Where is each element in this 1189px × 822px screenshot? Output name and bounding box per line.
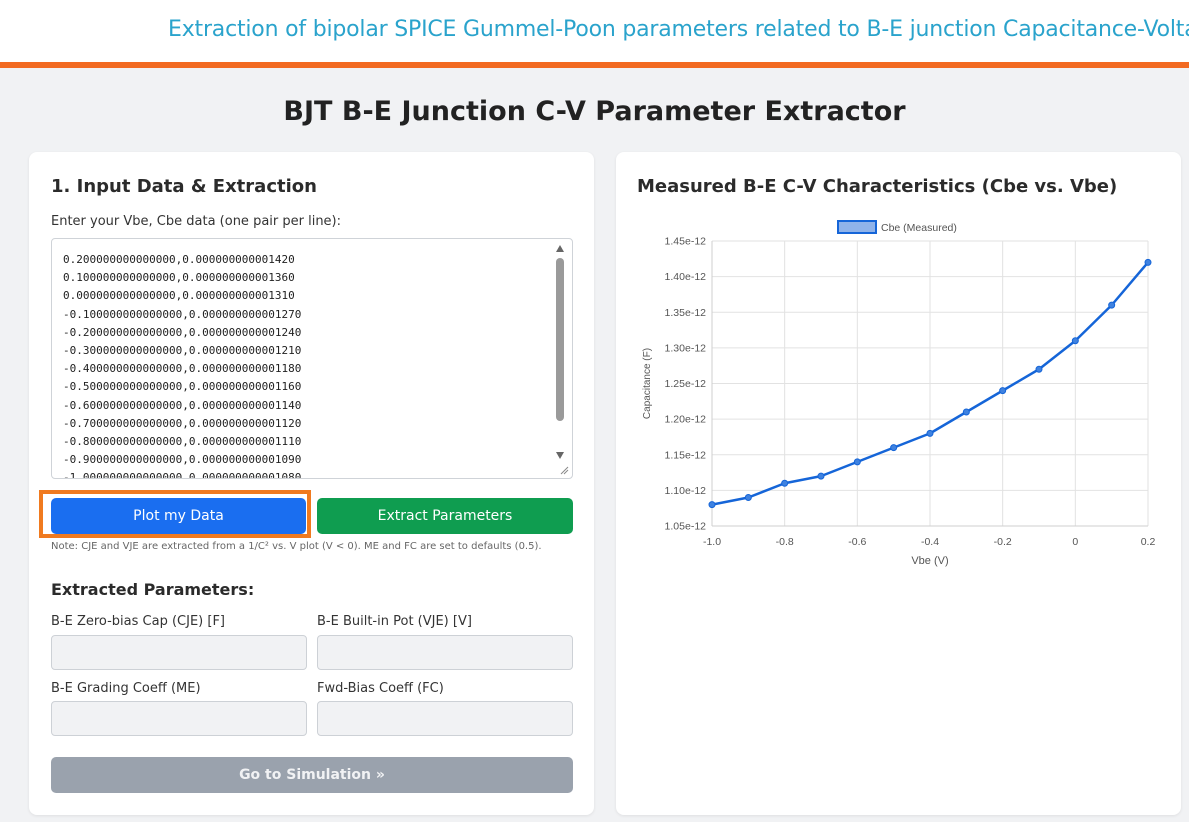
y-tick-label: 1.35e-12 xyxy=(665,307,707,319)
data-textarea-content[interactable]: 0.200000000000000,0.000000000001420 0.100… xyxy=(63,251,302,479)
data-point[interactable] xyxy=(1035,365,1043,373)
legend-swatch[interactable] xyxy=(837,220,877,234)
banner-title: Extraction of bipolar SPICE Gummel-Poon … xyxy=(168,17,1189,42)
x-tick-label: 0 xyxy=(1072,536,1078,548)
legend-label[interactable]: Cbe (Measured) xyxy=(881,222,957,234)
vje-label: B-E Built-in Pot (VJE) [V] xyxy=(317,614,472,629)
cv-chart: 1.05e-12 1.10e-12 1.15e-12 1.20e-12 1.25e-12… xyxy=(642,220,1156,567)
y-axis-title: Capacitance (F) xyxy=(642,348,653,419)
scroll-up-arrow-icon[interactable] xyxy=(556,245,564,252)
data-textarea[interactable]: 0.200000000000000,0.000000000001420 0.100… xyxy=(51,238,573,479)
data-line: -0.300000000000000,0.000000000001210 xyxy=(63,344,302,358)
data-line: -0.200000000000000,0.000000000001240 xyxy=(63,325,302,339)
data-point[interactable] xyxy=(817,472,825,480)
textarea-scrollbar[interactable] xyxy=(555,243,565,459)
data-line: -0.500000000000000,0.000000000001160 xyxy=(63,380,302,394)
x-tick-label: -0.6 xyxy=(848,536,866,548)
input-card: 1. Input Data & Extraction Enter your Vb… xyxy=(29,152,594,815)
resize-grip-icon[interactable] xyxy=(559,465,569,475)
extract-parameters-button[interactable]: Extract Parameters xyxy=(317,498,573,534)
page-title: BJT B-E Junction C-V Parameter Extractor xyxy=(283,96,906,127)
y-tick-label: 1.05e-12 xyxy=(665,521,707,533)
data-line: -0.800000000000000,0.000000000001110 xyxy=(63,435,302,449)
me-field[interactable] xyxy=(51,701,307,736)
y-tick-label: 1.25e-12 xyxy=(665,378,707,390)
data-point[interactable] xyxy=(1071,337,1079,345)
vje-field[interactable] xyxy=(317,635,573,670)
x-tick-label: -0.8 xyxy=(776,536,794,548)
y-tick-label: 1.15e-12 xyxy=(665,449,707,461)
data-point[interactable] xyxy=(890,444,898,452)
data-line: 0.000000000000000,0.000000000001310 xyxy=(63,289,295,303)
plot-data-button[interactable]: Plot my Data xyxy=(51,498,306,534)
data-line: -0.100000000000000,0.000000000001270 xyxy=(63,307,302,321)
scrollbar-thumb[interactable] xyxy=(556,258,564,421)
y-tick-label: 1.45e-12 xyxy=(665,236,707,248)
y-tick-label: 1.30e-12 xyxy=(665,342,707,354)
data-line: -0.400000000000000,0.000000000001180 xyxy=(63,362,302,376)
data-point[interactable] xyxy=(853,458,861,466)
y-tick-label: 1.10e-12 xyxy=(665,485,707,497)
data-line: 0.200000000000000,0.000000000001420 xyxy=(63,253,295,266)
cje-label: B-E Zero-bias Cap (CJE) [F] xyxy=(51,614,225,629)
textarea-label: Enter your Vbe, Cbe data (one pair per l… xyxy=(51,214,342,229)
y-tick-label: 1.40e-12 xyxy=(665,271,707,283)
data-point[interactable] xyxy=(708,501,716,509)
data-line: -0.700000000000000,0.000000000001120 xyxy=(63,416,302,430)
go-to-simulation-button[interactable]: Go to Simulation » xyxy=(51,757,573,793)
scroll-down-arrow-icon[interactable] xyxy=(556,452,564,459)
data-line: -0.900000000000000,0.000000000001090 xyxy=(63,453,302,467)
data-point[interactable] xyxy=(962,408,970,416)
data-point[interactable] xyxy=(1144,258,1152,266)
data-point[interactable] xyxy=(744,494,752,501)
chart-card: Measured B-E C-V Characteristics (Cbe vs… xyxy=(616,152,1181,815)
fc-field[interactable] xyxy=(317,701,573,736)
chart-heading: Measured B-E C-V Characteristics (Cbe vs… xyxy=(637,176,1118,197)
top-banner: Extraction of bipolar SPICE Gummel-Poon … xyxy=(0,0,1189,68)
extracted-heading: Extracted Parameters: xyxy=(51,580,255,599)
plot-button-highlight xyxy=(39,490,311,538)
fc-label: Fwd-Bias Coeff (FC) xyxy=(317,681,444,696)
input-heading: 1. Input Data & Extraction xyxy=(51,176,317,197)
data-point[interactable] xyxy=(926,429,934,437)
y-tick-label: 1.20e-12 xyxy=(665,414,707,426)
data-point[interactable] xyxy=(781,479,789,487)
data-point[interactable] xyxy=(1108,301,1116,309)
data-line: -0.600000000000000,0.000000000001140 xyxy=(63,398,302,412)
x-tick-label: -1.0 xyxy=(703,536,721,548)
me-label: B-E Grading Coeff (ME) xyxy=(51,681,201,696)
x-axis-title: Vbe (V) xyxy=(911,555,948,567)
data-line: 0.100000000000000,0.000000000001360 xyxy=(63,271,295,285)
cje-field[interactable] xyxy=(51,635,307,670)
x-tick-label: -0.4 xyxy=(921,536,939,548)
extraction-note: Note: CJE and VJE are extracted from a 1… xyxy=(51,541,542,552)
x-tick-label: -0.2 xyxy=(994,536,1012,548)
data-point[interactable] xyxy=(999,387,1007,395)
data-line: -1.000000000000000,0.000000000001080 xyxy=(63,471,302,479)
x-tick-label: 0.2 xyxy=(1141,536,1156,548)
